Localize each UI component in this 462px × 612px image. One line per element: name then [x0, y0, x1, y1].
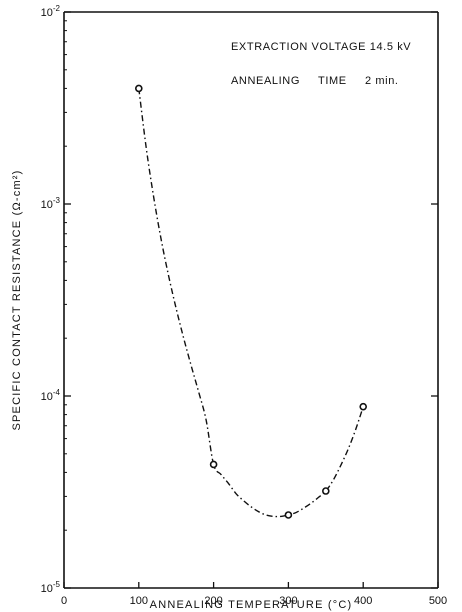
data-point-2 — [284, 511, 293, 519]
y-tick-label-exp-2: -3 — [53, 196, 61, 205]
y-tick-label-exp-1: -4 — [53, 388, 61, 397]
y-tick-label-base-1: 10 — [41, 391, 53, 403]
data-point-4 — [359, 402, 368, 411]
x-axis-label: ANNEALING TEMPERATURE (°C) — [150, 599, 353, 611]
y-tick-label-base-2: 10 — [41, 199, 53, 211]
x-tick-label-5: 500 — [429, 595, 447, 607]
y-axis-ticks: 10-510-410-310-2 — [41, 4, 438, 595]
y-tick-label-2: 10-3 — [41, 196, 61, 211]
fit-curve — [138, 88, 364, 518]
y-tick-label-base-0: 10 — [41, 583, 53, 595]
y-axis-label: SPECIFIC CONTACT RESISTANCE (Ω-cm²) — [11, 169, 23, 430]
x-tick-label-1: 100 — [130, 595, 148, 607]
data-point-1 — [209, 460, 218, 469]
x-tick-label-0: 0 — [61, 595, 67, 607]
x-tick-label-4: 400 — [354, 595, 372, 607]
plot-frame — [63, 11, 439, 589]
y-tick-label-base-3: 10 — [41, 7, 53, 19]
y-tick-label-1: 10-4 — [41, 388, 61, 403]
x-tick-label-3: 300 — [279, 595, 297, 607]
x-axis-ticks: 0 100 200 300 400 500 — [61, 582, 447, 607]
annotation-extraction-voltage: EXTRACTION VOLTAGE 14.5 kV — [231, 41, 411, 53]
y-tick-label-0: 10-5 — [41, 580, 61, 595]
data-point-3 — [321, 487, 330, 495]
y-tick-label-3: 10-2 — [41, 4, 61, 19]
data-points — [135, 84, 368, 519]
x-tick-label-2: 200 — [204, 595, 222, 607]
annotation-annealing-time: ANNEALING TIME 2 min. — [231, 75, 399, 87]
y-tick-label-exp-0: -5 — [53, 580, 61, 589]
y-tick-label-exp-3: -2 — [53, 4, 61, 13]
data-point-0 — [135, 84, 143, 93]
